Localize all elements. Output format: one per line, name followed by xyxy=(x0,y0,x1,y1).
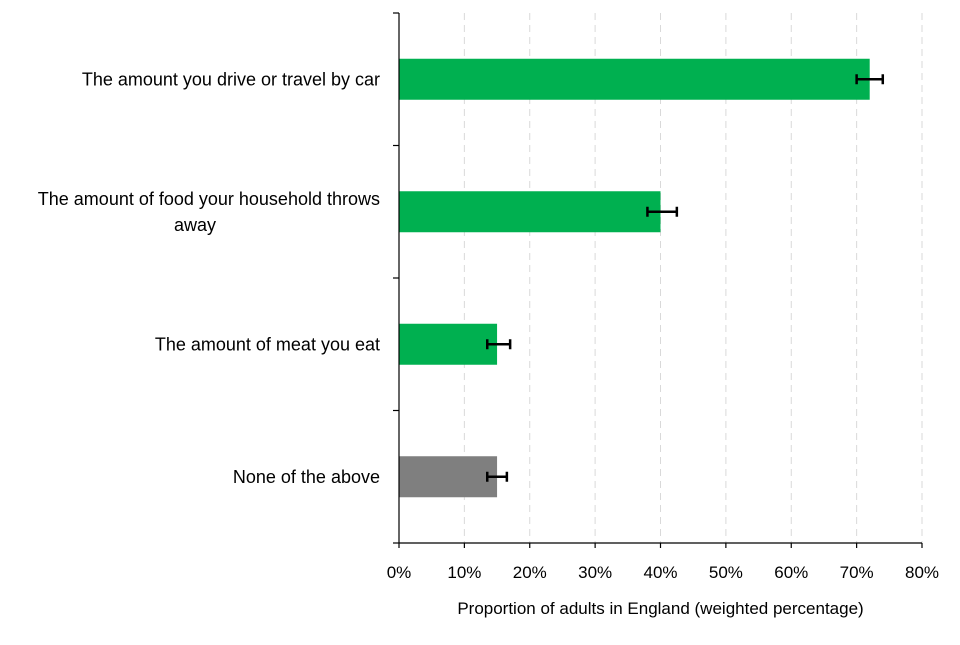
x-axis-title: Proportion of adults in England (weighte… xyxy=(457,599,863,618)
category-label: The amount you drive or travel by car xyxy=(82,69,380,89)
bar xyxy=(399,58,870,100)
bar xyxy=(399,323,498,365)
bar xyxy=(399,456,498,498)
gridlines xyxy=(463,13,923,543)
x-tick-label: 70% xyxy=(840,563,874,582)
x-tick-label: 30% xyxy=(578,563,612,582)
x-tick-labels: 0% 10% 20% 30% 40% 50% 60% 70% 80% xyxy=(387,563,939,582)
error-bar xyxy=(646,206,679,217)
x-tick-label: 10% xyxy=(447,563,481,582)
x-tick-label: 80% xyxy=(905,563,939,582)
category-labels: The amount you drive or travel by car The… xyxy=(38,69,380,487)
x-tick-label: 0% xyxy=(387,563,412,582)
error-bar xyxy=(486,339,512,350)
bar xyxy=(399,191,661,233)
error-bars xyxy=(486,74,885,482)
category-label: The amount of meat you eat xyxy=(155,334,380,354)
axes xyxy=(393,12,923,548)
bars xyxy=(399,58,870,498)
x-tick-label: 60% xyxy=(774,563,808,582)
error-bar xyxy=(855,74,885,85)
x-tick-label: 50% xyxy=(709,563,743,582)
x-tick-label: 20% xyxy=(513,563,547,582)
error-bar xyxy=(486,471,509,482)
x-tick-label: 40% xyxy=(643,563,677,582)
category-label: The amount of food your household throws… xyxy=(38,189,380,235)
category-label: None of the above xyxy=(233,467,380,487)
